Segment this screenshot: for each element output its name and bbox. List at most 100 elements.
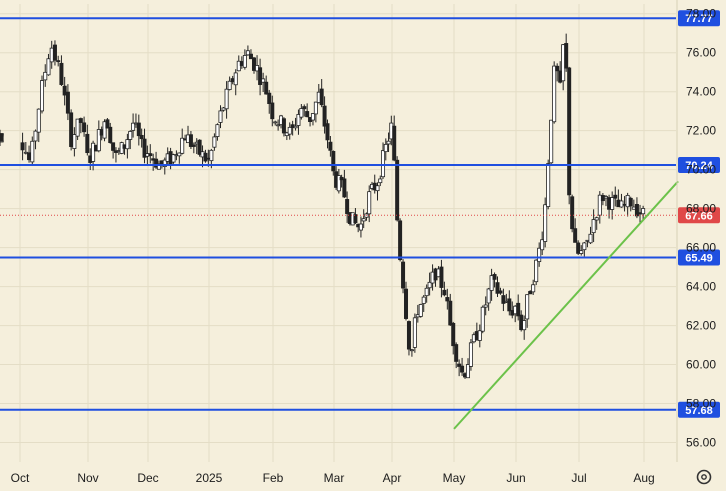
candle-body — [507, 298, 512, 312]
settings-button[interactable] — [696, 469, 712, 485]
candle-body — [218, 110, 223, 123]
candle-body — [641, 208, 646, 215]
candle-body — [480, 306, 485, 332]
candle-body — [353, 214, 358, 224]
candle-body — [537, 247, 542, 263]
candle-body — [383, 143, 388, 153]
candle-body — [59, 62, 64, 85]
candle-body — [418, 304, 423, 317]
candle-body — [154, 158, 159, 168]
candle-body — [439, 266, 444, 288]
x-tick-label: Aug — [633, 471, 654, 485]
candle-body — [448, 300, 453, 326]
candle-body — [302, 106, 307, 110]
candle-body — [215, 124, 220, 137]
y-tick-label: 76.00 — [686, 46, 716, 60]
candle-body — [468, 342, 473, 367]
candle-body — [442, 289, 447, 296]
y-tick-label: 70.00 — [686, 163, 716, 177]
y-tick-label: 58.00 — [686, 397, 716, 411]
candle-body — [56, 60, 61, 63]
candle-body — [597, 194, 602, 216]
level-price-label: 57.68 — [685, 405, 713, 417]
candle-body — [406, 321, 411, 350]
candle-body — [299, 108, 304, 118]
candle-body — [451, 322, 456, 347]
candle-body — [594, 217, 599, 221]
candle-body — [421, 296, 426, 304]
candle-body — [424, 287, 429, 297]
candle-body — [258, 67, 263, 85]
candle-body — [570, 196, 575, 230]
y-tick-label: 62.00 — [686, 319, 716, 333]
candle-body — [325, 123, 330, 141]
candle-body — [264, 81, 269, 95]
candle-body — [489, 275, 494, 291]
candle-body — [177, 152, 182, 157]
candle-body — [72, 134, 77, 149]
candle-body — [40, 80, 45, 112]
candle-body — [427, 281, 432, 289]
candle-body — [549, 119, 554, 164]
candle-body — [23, 151, 28, 154]
candle-body — [540, 239, 545, 251]
candle-body — [36, 108, 41, 133]
candle-body — [267, 92, 272, 105]
candle-body — [498, 290, 503, 294]
candle-body — [386, 140, 391, 145]
y-tick-label: 64.00 — [686, 280, 716, 294]
candle-body — [404, 288, 409, 319]
candle-body — [49, 47, 54, 63]
candle-body — [188, 134, 193, 147]
x-axis: Oct Nov Dec 2025 Feb Mar Apr May Jun Jul Aug — [11, 471, 655, 485]
gear-icon[interactable] — [696, 469, 712, 485]
trend-line-group — [453, 180, 679, 430]
candle-body — [634, 204, 639, 217]
candle-body — [628, 197, 633, 207]
level-price-tag — [678, 249, 720, 266]
candle-body — [252, 57, 257, 71]
candle-body — [96, 129, 101, 152]
level-price-tag — [678, 401, 720, 418]
candle-body — [33, 130, 38, 142]
candle-body — [91, 142, 96, 162]
candle-body — [310, 113, 315, 121]
candle-body — [483, 304, 488, 308]
candle-body — [531, 284, 536, 293]
candle-body — [445, 297, 450, 302]
candle-body — [203, 152, 208, 162]
y-tick-label: 56.00 — [686, 436, 716, 450]
candle-body — [0, 140, 4, 142]
candle-body — [336, 175, 341, 192]
candle-body — [305, 111, 310, 118]
candle-body — [579, 250, 584, 254]
candle-body — [125, 139, 130, 150]
candle-body — [27, 152, 32, 161]
candle-body — [367, 191, 372, 215]
candle-body — [43, 71, 48, 81]
x-tick-label: Jun — [506, 471, 525, 485]
candle-body — [495, 282, 500, 294]
candle-body — [180, 137, 185, 154]
candle-body — [342, 178, 347, 198]
candle-body — [85, 133, 90, 154]
candle-body — [567, 67, 572, 196]
x-tick-label: Dec — [137, 471, 158, 485]
candle-body — [516, 302, 521, 317]
trend-line[interactable] — [453, 180, 679, 430]
y-tick-label: 60.00 — [686, 358, 716, 372]
candle-body — [162, 159, 167, 167]
candle-body — [375, 185, 380, 192]
candle-body — [139, 134, 144, 140]
candle-body — [610, 197, 615, 210]
candle-body — [501, 295, 506, 304]
candle-body — [613, 194, 618, 199]
candle-body — [270, 102, 275, 120]
candle-body — [20, 142, 25, 151]
candle-body — [131, 122, 136, 131]
candle-body — [409, 349, 414, 352]
candle-body — [108, 126, 113, 143]
candle-body — [528, 291, 533, 295]
